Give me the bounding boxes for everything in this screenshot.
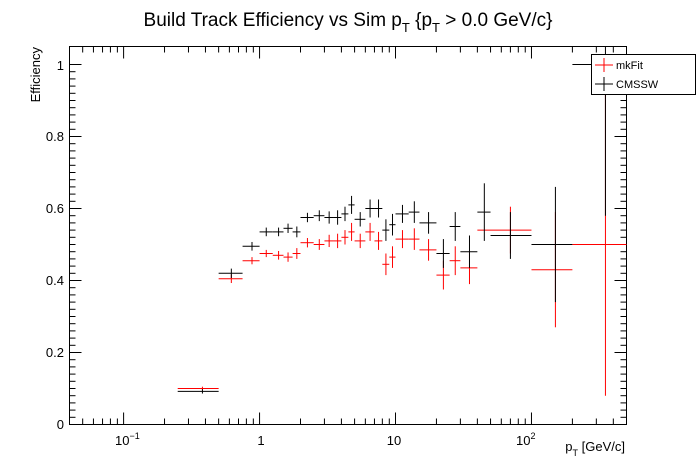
chart-title-main: Build Track Efficiency vs Sim p — [144, 10, 402, 31]
x-tick-label: 10 — [387, 433, 401, 448]
y-tick-label: 0.6 — [46, 201, 64, 216]
chart-title-sub: T — [402, 20, 410, 35]
x-tick-label-exp: 2 — [530, 431, 535, 441]
x-tick-label: 1 — [257, 433, 264, 448]
chart-title-sub2: T — [432, 20, 440, 35]
legend-label-cmssw: CMSSW — [616, 79, 659, 91]
y-tick-label: 0.2 — [46, 345, 64, 360]
y-tick-label: 1 — [57, 58, 64, 73]
x-axis-label-main: p — [565, 439, 572, 454]
x-tick-label: 102 — [516, 431, 535, 448]
series-cmssw — [177, 46, 627, 394]
y-tick-label: 0.8 — [46, 129, 64, 144]
chart-title: Build Track Efficiency vs Sim pT {pT > 0… — [144, 10, 553, 35]
y-tick-label: 0 — [57, 417, 64, 432]
plot-frame — [69, 46, 627, 425]
legend-box — [591, 54, 696, 95]
legend-label-mkfit: mkFit — [616, 60, 643, 72]
x-tick-label-base: 10 — [516, 433, 530, 448]
x-tick-label: 10−1 — [115, 431, 140, 448]
x-axis-label-rest: [GeV/c] — [578, 439, 625, 454]
y-axis-label: Efficiency — [28, 47, 43, 103]
axis-ticks — [69, 46, 627, 425]
x-axis-label: pT [GeV/c] — [565, 439, 625, 458]
chart-title-rest2: > 0.0 GeV/c} — [440, 10, 553, 31]
x-tick-label-exp: −1 — [129, 431, 139, 441]
series-layer — [177, 46, 627, 396]
chart-title-rest1: {p — [410, 10, 432, 31]
x-tick-label-base: 10 — [115, 433, 129, 448]
y-tick-label: 0.4 — [46, 273, 64, 288]
x-axis-label-sub: T — [573, 448, 579, 458]
legend: mkFit CMSSW — [591, 54, 696, 95]
